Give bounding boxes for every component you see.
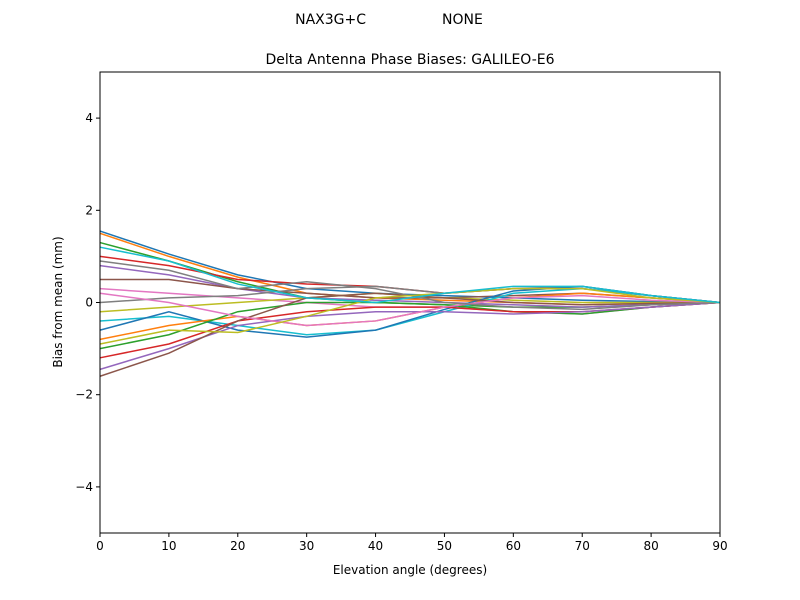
series-line-0 [99, 230, 721, 304]
series-line-4 [99, 264, 721, 308]
x-axis-label: Elevation angle (degrees) [333, 563, 487, 577]
series-line-11 [99, 292, 721, 341]
y-axis-label: Bias from mean (mm) [51, 236, 65, 367]
x-tick-label: 80 [643, 539, 658, 553]
series-line-12 [99, 301, 721, 350]
x-tick-label: 0 [96, 539, 104, 553]
x-tick-label: 60 [506, 539, 521, 553]
suptitle-right: NONE [442, 12, 483, 28]
x-tick-label: 10 [161, 539, 176, 553]
y-tick-label: 2 [85, 203, 93, 217]
x-axis-ticks: 0 10 20 30 40 50 60 70 80 90 [96, 533, 728, 553]
series-line-16 [99, 292, 721, 327]
y-tick-label: −4 [75, 480, 93, 494]
y-tick-label: −2 [75, 388, 93, 402]
x-tick-label: 50 [437, 539, 452, 553]
x-tick-label: 40 [368, 539, 383, 553]
chart-title: Delta Antenna Phase Biases: GALILEO-E6 [265, 52, 554, 68]
series-line-19 [99, 246, 721, 304]
y-axis-ticks: −4 −2 0 2 4 [75, 111, 100, 494]
series-line-13 [99, 301, 721, 359]
x-tick-label: 70 [575, 539, 590, 553]
x-tick-label: 20 [230, 539, 245, 553]
y-tick-label: 4 [85, 111, 93, 125]
suptitle-left: NAX3G+C [295, 12, 366, 28]
series-line-18 [99, 287, 721, 345]
x-tick-label: 90 [712, 539, 727, 553]
y-tick-label: 0 [85, 296, 93, 310]
series-lines [99, 230, 721, 377]
x-tick-label: 30 [299, 539, 314, 553]
